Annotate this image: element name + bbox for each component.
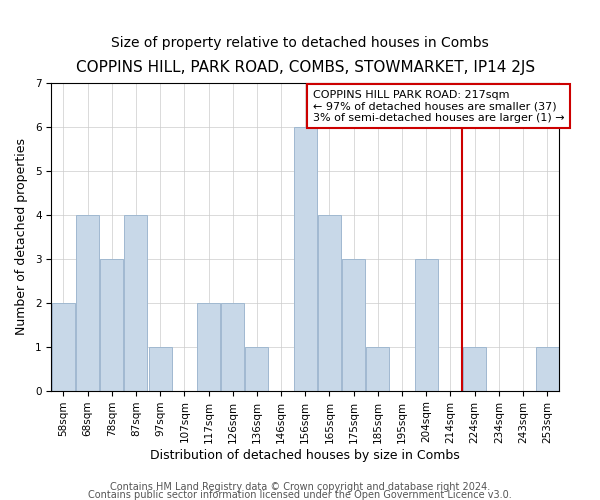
Bar xyxy=(367,347,389,391)
X-axis label: Distribution of detached houses by size in Combs: Distribution of detached houses by size … xyxy=(151,450,460,462)
Text: Contains HM Land Registry data © Crown copyright and database right 2024.: Contains HM Land Registry data © Crown c… xyxy=(110,482,490,492)
Bar xyxy=(536,347,559,391)
Bar xyxy=(318,215,341,390)
Bar xyxy=(76,215,99,390)
Bar xyxy=(415,259,437,390)
Y-axis label: Number of detached properties: Number of detached properties xyxy=(15,138,28,336)
Bar xyxy=(342,259,365,390)
Bar xyxy=(100,259,123,390)
Text: Contains public sector information licensed under the Open Government Licence v3: Contains public sector information licen… xyxy=(88,490,512,500)
Title: COPPINS HILL, PARK ROAD, COMBS, STOWMARKET, IP14 2JS: COPPINS HILL, PARK ROAD, COMBS, STOWMARK… xyxy=(76,60,535,75)
Bar xyxy=(294,127,317,390)
Bar xyxy=(149,347,172,391)
Bar xyxy=(197,303,220,390)
Text: Size of property relative to detached houses in Combs: Size of property relative to detached ho… xyxy=(111,36,489,50)
Bar xyxy=(245,347,268,391)
Bar xyxy=(221,303,244,390)
Bar xyxy=(52,303,75,390)
Bar xyxy=(463,347,486,391)
Bar xyxy=(124,215,148,390)
Text: COPPINS HILL PARK ROAD: 217sqm
← 97% of detached houses are smaller (37)
3% of s: COPPINS HILL PARK ROAD: 217sqm ← 97% of … xyxy=(313,90,564,123)
